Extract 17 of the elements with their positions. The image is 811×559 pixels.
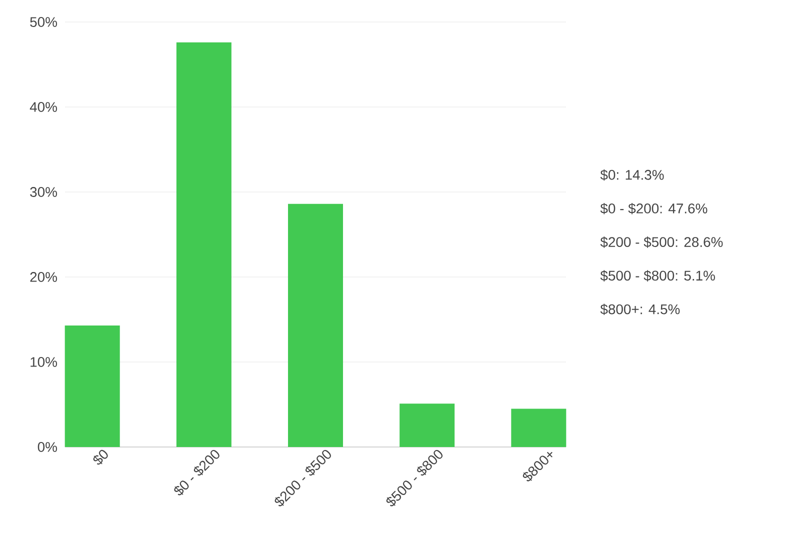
- bar: [176, 42, 232, 447]
- bar: [400, 404, 455, 447]
- y-tick-label: 40%: [30, 102, 57, 112]
- text: $800+: 4.5%: [600, 304, 680, 316]
- text: $500 - $800: 5.1%: [600, 270, 715, 282]
- y-tick-label: 50%: [30, 17, 57, 27]
- text: $0: 14.3%: [600, 169, 664, 181]
- bar: [288, 204, 344, 447]
- y-tick-label: 10%: [30, 357, 57, 367]
- y-tick-label: 20%: [30, 272, 57, 282]
- bar: [64, 325, 120, 447]
- text: $200 - $500: 28.6%: [600, 236, 723, 248]
- text: $0 - $200: 47.6%: [600, 202, 708, 214]
- bar: [511, 408, 566, 447]
- y-tick-label: 30%: [30, 187, 57, 197]
- y-tick-label: 0%: [38, 442, 57, 452]
- x-tick-label: $0: [93, 450, 108, 465]
